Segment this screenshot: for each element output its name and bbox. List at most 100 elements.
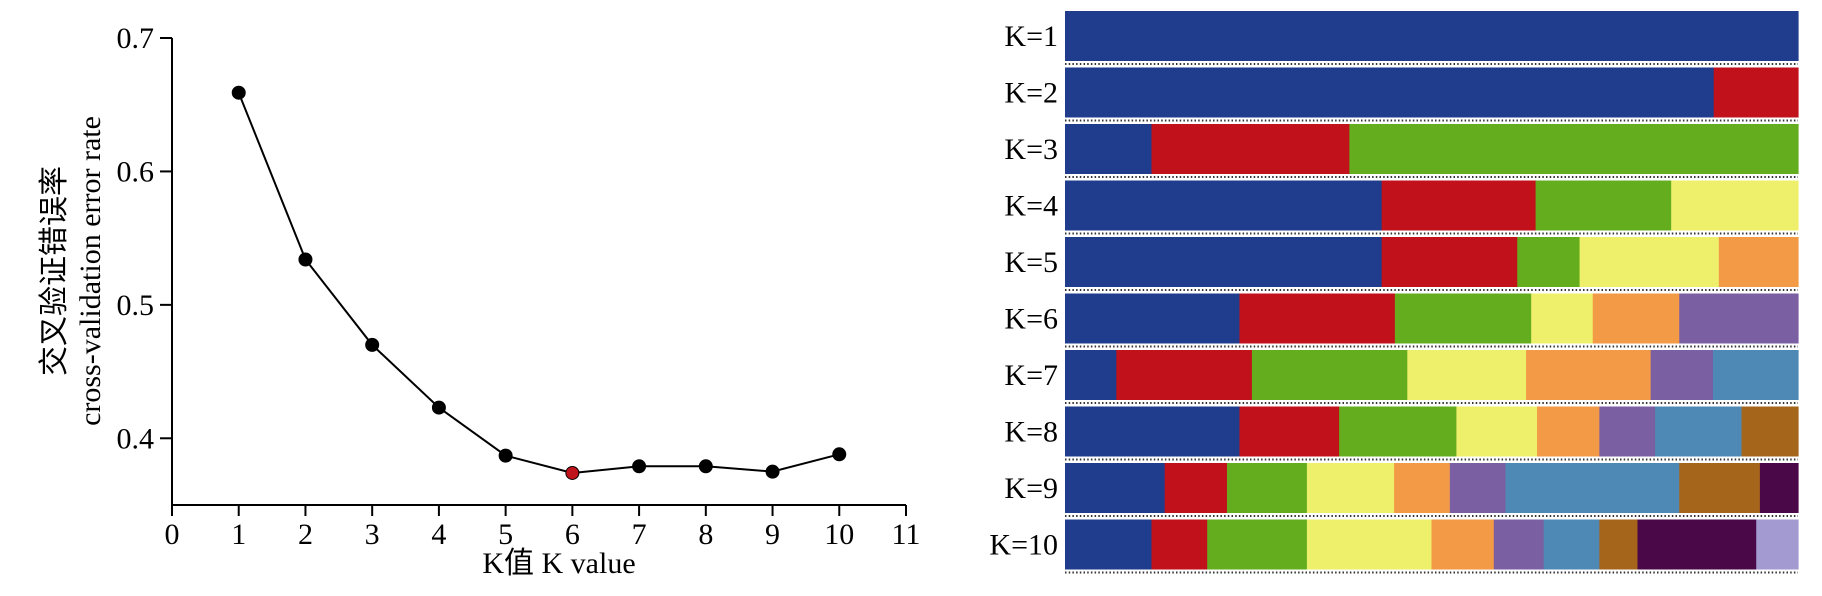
y-tick-label: 0.4 [117, 422, 155, 455]
admixture-structure-plot: K=1 K=2 K=3 K=4 K=5 K=6 K=7 K=8 K=9 K=10 [989, 11, 1799, 574]
ancestry-segment-blue [1065, 180, 1383, 231]
ancestry-segment-orange [1537, 406, 1600, 457]
ancestry-segment-purple [1599, 406, 1656, 457]
ancestry-segment-orange [1592, 293, 1680, 344]
ancestry-segment-yellow [1456, 406, 1538, 457]
ancestry-segment-darkpurple [1637, 519, 1757, 570]
ancestry-segment-red [1713, 67, 1799, 118]
k-panel-label: K=3 [1004, 133, 1058, 166]
ancestry-segment-steel [1712, 350, 1799, 400]
ancestry-segment-yellow [1407, 350, 1527, 400]
ancestry-segment-red [1164, 463, 1228, 513]
cv-point [431, 400, 446, 415]
admixture-panel-k4: K=4 [1004, 180, 1799, 235]
ancestry-segment-orange [1394, 463, 1451, 513]
ancestry-segment-blue [1065, 519, 1153, 570]
cv-point [365, 337, 380, 352]
ancestry-segment-yellow [1531, 293, 1594, 344]
ancestry-segment-steel [1655, 406, 1743, 457]
x-tick-label: 6 [565, 518, 580, 551]
ancestry-segment-blue [1065, 463, 1166, 513]
k-panel-label: K=10 [989, 529, 1058, 562]
cv-point [832, 447, 847, 462]
ancestry-segment-blue [1065, 11, 1799, 61]
ancestry-segment-yellow [1306, 519, 1433, 570]
ancestry-segment-green [1517, 237, 1581, 287]
cv-error-chart: 0.4 0.5 0.6 0.7 0 1 2 3 4 5 6 7 8 9 10 11 K值 K value 交… [38, 22, 920, 580]
x-tick-label: 2 [298, 518, 313, 551]
ancestry-segment-orange [1718, 237, 1799, 287]
ancestry-segment-green [1251, 350, 1408, 400]
cv-point-highlighted [565, 465, 580, 480]
ancestry-segment-red [1239, 406, 1340, 457]
cv-point [632, 459, 647, 474]
y-tick-label: 0.7 [117, 22, 155, 55]
admixture-panel-k2: K=2 [1004, 67, 1799, 122]
ancestry-segment-blue [1065, 350, 1117, 400]
x-tick-label: 11 [892, 518, 921, 551]
ancestry-segment-purple [1493, 519, 1545, 570]
y-axis-title-chinese: 交叉验证错误率 [38, 166, 71, 376]
admixture-panel-k7: K=7 [1004, 350, 1799, 404]
x-tick-label: 0 [165, 518, 180, 551]
ancestry-segment-red [1239, 293, 1396, 344]
ancestry-segment-red [1116, 350, 1253, 400]
x-tick-label: 4 [431, 518, 446, 551]
y-tick-label: 0.6 [117, 155, 155, 188]
x-tick-label: 5 [498, 518, 513, 551]
x-tick-label: 3 [365, 518, 380, 551]
ancestry-segment-green [1226, 463, 1308, 513]
ancestry-segment-purple [1679, 293, 1799, 344]
x-tick-label: 8 [698, 518, 713, 551]
cv-point [498, 448, 513, 463]
k-panel-label: K=9 [1004, 472, 1058, 505]
ancestry-segment-blue [1065, 124, 1153, 174]
admixture-panel-k1: K=1 [1004, 11, 1799, 65]
x-axis-title: K值 K value [482, 547, 635, 580]
ancestry-segment-purple [1650, 350, 1714, 400]
x-tick-label: 9 [765, 518, 780, 551]
k-panel-label: K=6 [1004, 303, 1058, 336]
ancestry-segment-green [1207, 519, 1308, 570]
cv-point [231, 85, 246, 100]
x-tick-label: 10 [824, 518, 854, 551]
y-axis-title-english: cross-validation error rate [74, 116, 107, 426]
ancestry-segment-steel [1543, 519, 1600, 570]
ancestry-segment-blue [1065, 293, 1241, 344]
x-ticks: 0 1 2 3 4 5 6 7 8 9 10 11 [165, 505, 921, 551]
x-tick-label: 7 [632, 518, 647, 551]
k-panel-label: K=5 [1004, 246, 1058, 279]
ancestry-segment-brown [1679, 463, 1761, 513]
admixture-panel-k5: K=5 [1004, 237, 1799, 291]
y-ticks: 0.4 0.5 0.6 0.7 [117, 22, 172, 455]
ancestry-segment-blue [1065, 237, 1383, 287]
ancestry-segment-darkpurple [1759, 463, 1799, 513]
ancestry-segment-green [1535, 180, 1672, 231]
cv-point [765, 464, 780, 479]
k-panel-label: K=2 [1004, 77, 1058, 110]
cv-point [298, 252, 313, 267]
ancestry-segment-green [1349, 124, 1799, 174]
admixture-panel-k10: K=10 [989, 519, 1799, 574]
cv-error-points [231, 85, 847, 480]
cv-point [698, 459, 713, 474]
ancestry-segment-yellow [1579, 237, 1720, 287]
ancestry-segment-green [1339, 406, 1458, 457]
k-panel-label: K=4 [1004, 190, 1058, 223]
x-tick-label: 1 [231, 518, 246, 551]
ancestry-segment-red [1151, 124, 1350, 174]
ancestry-segment-blue [1065, 406, 1241, 457]
ancestry-segment-red [1151, 519, 1208, 570]
ancestry-segment-yellow [1671, 180, 1799, 231]
ancestry-segment-brown [1741, 406, 1799, 457]
admixture-panel-k3: K=3 [1004, 124, 1799, 178]
y-tick-label: 0.5 [117, 289, 155, 322]
ancestry-segment-yellow [1306, 463, 1395, 513]
k-panel-label: K=8 [1004, 416, 1058, 449]
ancestry-segment-red [1381, 180, 1537, 231]
ancestry-segment-orange [1431, 519, 1495, 570]
admixture-panel-k6: K=6 [1004, 293, 1799, 348]
ancestry-segment-green [1394, 293, 1532, 344]
cv-error-line [237, 92, 840, 475]
